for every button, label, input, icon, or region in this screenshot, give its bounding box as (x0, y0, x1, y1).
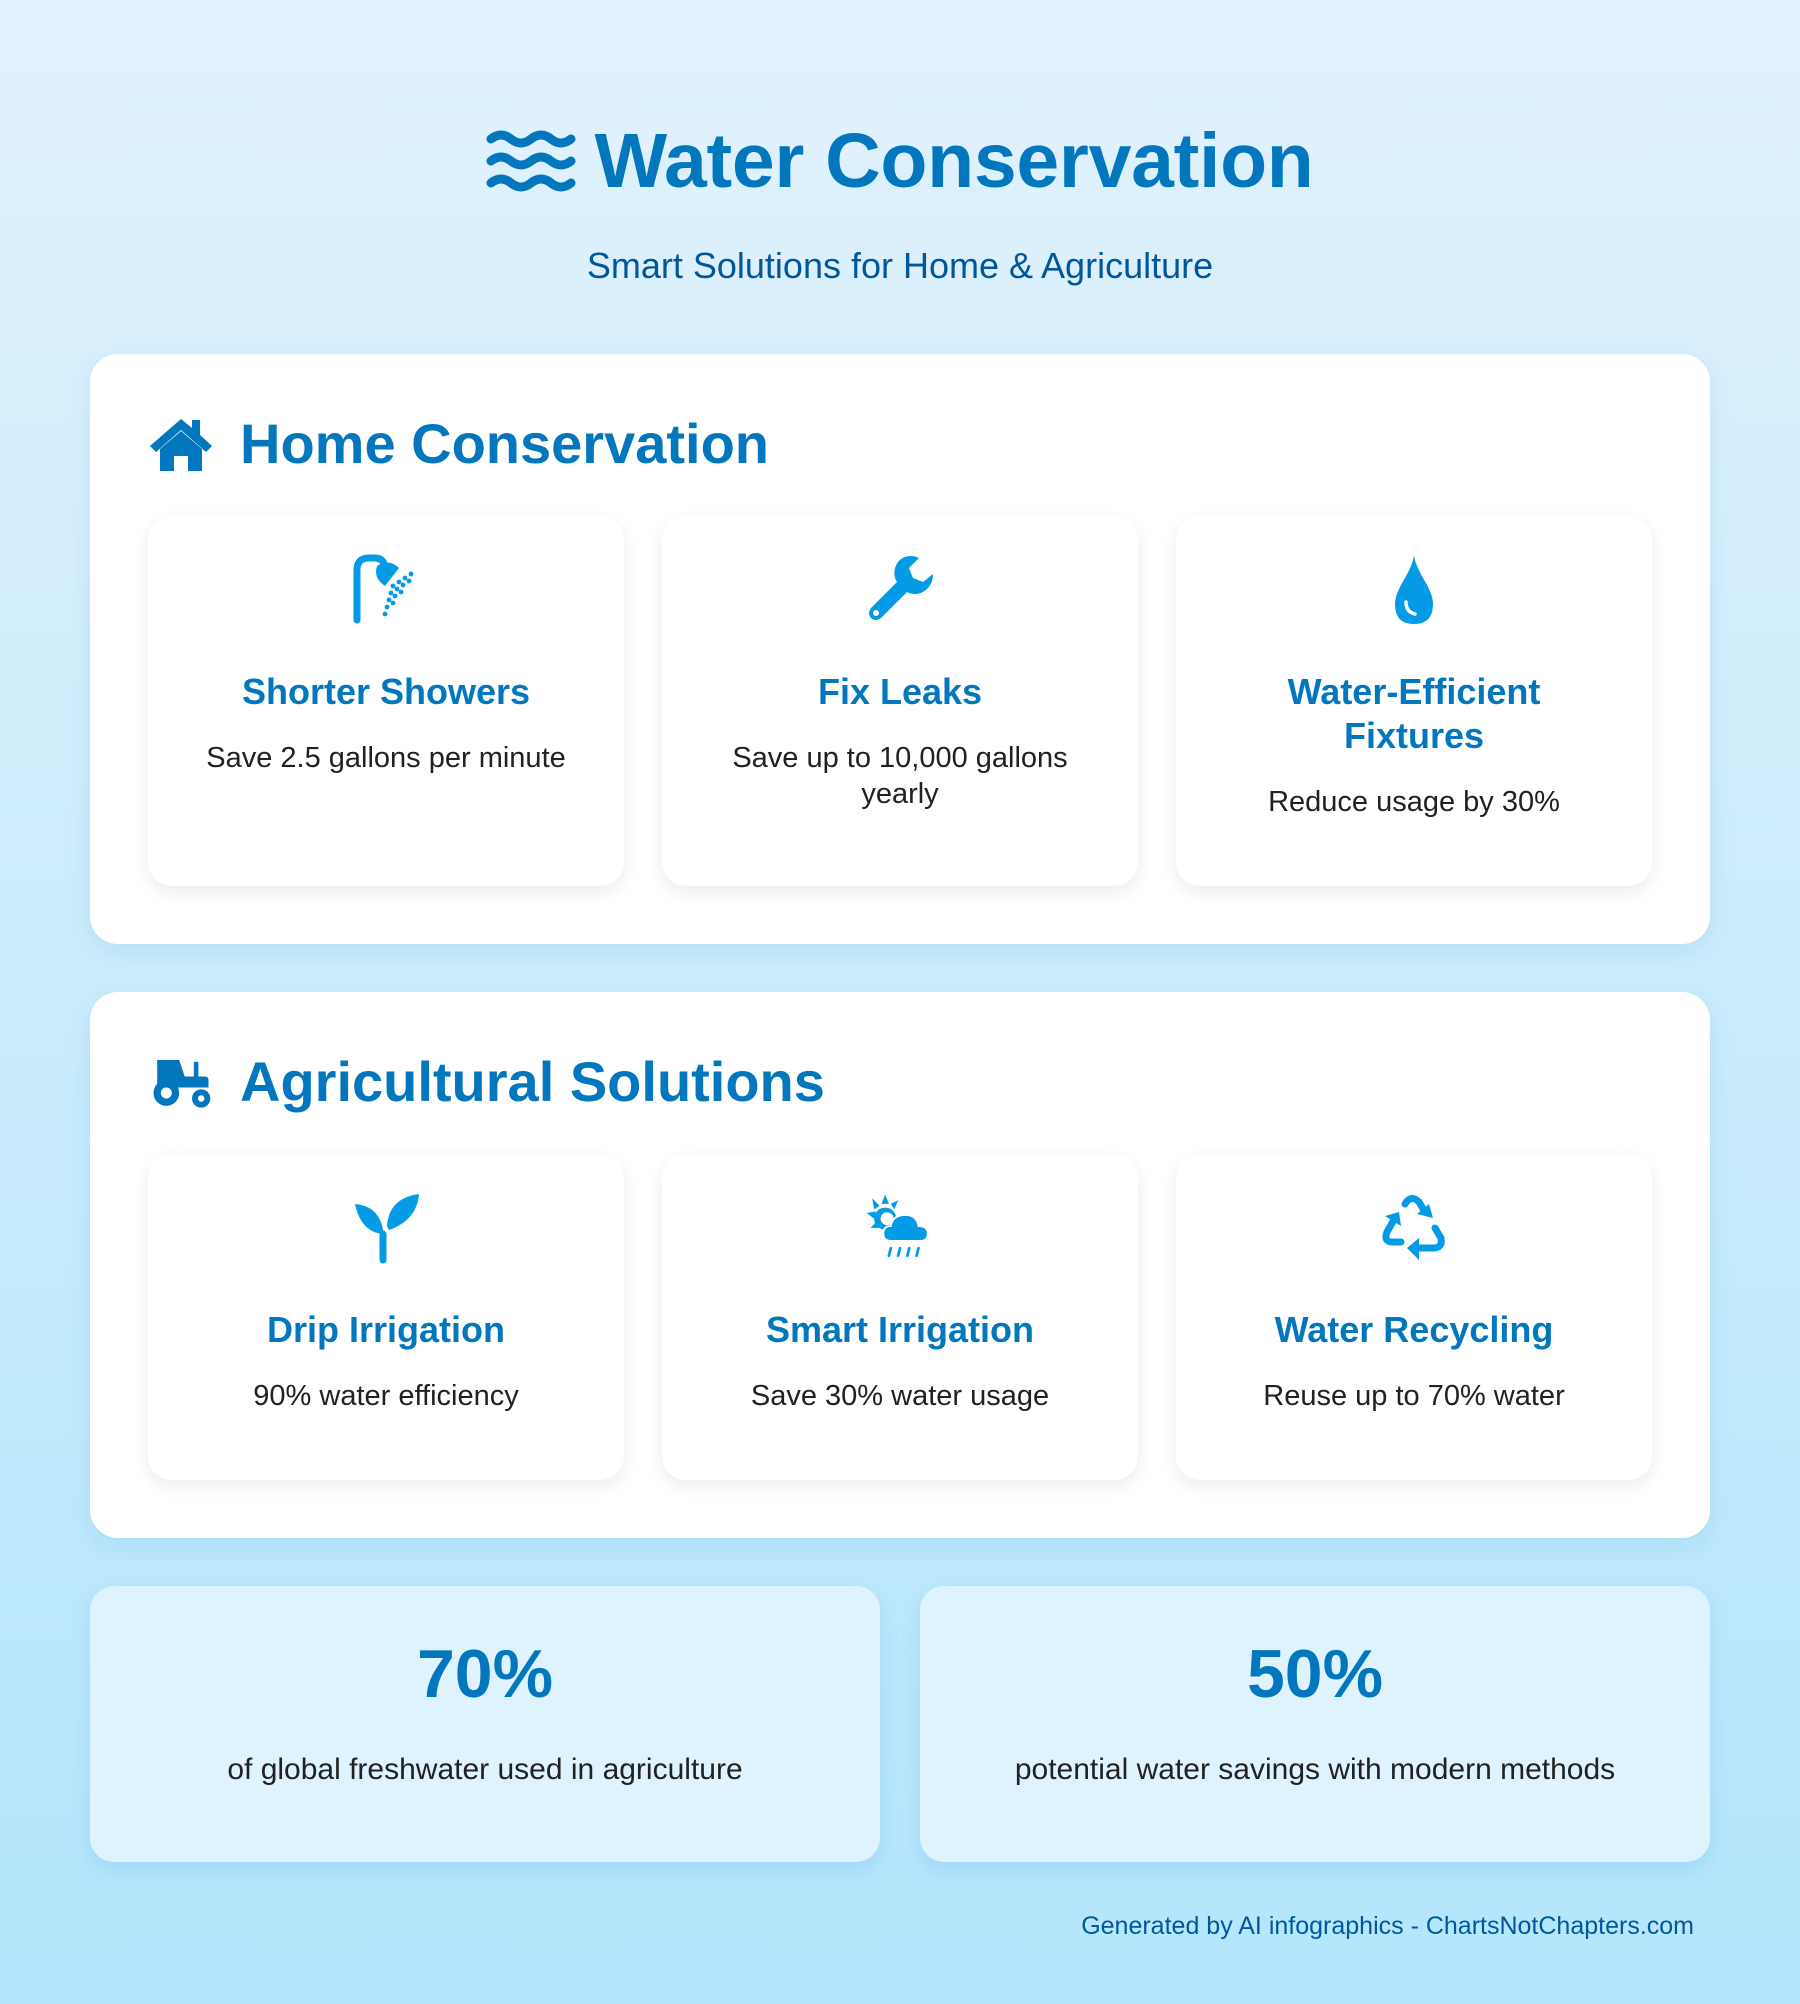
agriculture-cards: Drip Irrigation 90% water efficiency (148, 1154, 1652, 1480)
footer-credit: Generated by AI infographics - ChartsNot… (1081, 1912, 1694, 1940)
section-title: Home Conservation (240, 412, 769, 475)
card-description: 90% water efficiency (253, 1380, 519, 1412)
recycle-icon (1382, 1195, 1445, 1260)
house-icon (150, 419, 212, 471)
card-title: Water Recycling (1274, 1309, 1554, 1350)
home-cards: Shorter Showers Save 2.5 gallons per min… (148, 516, 1652, 886)
section-title: Agricultural Solutions (240, 1050, 825, 1113)
stats-row: 70% of global freshwater used in agricul… (90, 1586, 1710, 1862)
card-description: Reduce usage by 30% (1268, 786, 1560, 818)
card-description: Save 2.5 gallons per minute (206, 742, 566, 774)
card-shorter-showers: Shorter Showers Save 2.5 gallons per min… (148, 516, 624, 886)
shower-icon (353, 554, 414, 624)
card-title: Shorter Showers (241, 671, 531, 712)
section-header: Home Conservation (148, 412, 769, 476)
stat-value: 50% (1246, 1636, 1384, 1712)
card-water-efficient-fixtures: Water-Efficient Fixtures Reduce usage by… (1176, 516, 1652, 886)
card-title: Water-Efficient Fixtures (1287, 671, 1541, 756)
page-subtitle: Smart Solutions for Home & Agriculture (586, 245, 1214, 286)
card-title: Fix Leaks (817, 671, 983, 712)
stat-label: of global freshwater used in agriculture (227, 1753, 743, 1786)
card-description: Save up to 10,000 gallons yearly (732, 742, 1068, 810)
card-drip-irrigation: Drip Irrigation 90% water efficiency (148, 1154, 624, 1480)
section-header: Agricultural Solutions (148, 1050, 825, 1114)
water-drop-icon (1395, 554, 1433, 624)
card-description: Save 30% water usage (750, 1380, 1050, 1412)
card-smart-irrigation: Smart Irrigation Save 30% water usage (662, 1154, 1138, 1480)
stat-label: potential water savings with modern meth… (1014, 1753, 1616, 1786)
card-fix-leaks: Fix Leaks Save up to 10,000 gallons year… (662, 516, 1138, 886)
seedling-icon (355, 1194, 419, 1264)
card-description: Reuse up to 70% water (1263, 1380, 1565, 1412)
stat-value: 70% (416, 1636, 554, 1712)
agricultural-solutions-section: Agricultural Solutions Drip Irrigation 9… (90, 992, 1710, 1538)
card-title: Drip Irrigation (266, 1309, 505, 1350)
card-water-recycling: Water Recycling Reuse up to 70% water (1176, 1154, 1652, 1480)
stat-card-potential-savings: 50% potential water savings with modern … (920, 1586, 1710, 1862)
card-title: Smart Irrigation (765, 1309, 1035, 1350)
page-header: Water Conservation (0, 118, 1800, 204)
tractor-icon (153, 1060, 211, 1108)
page-title: Water Conservation (594, 118, 1314, 204)
sun-cloud-rain-icon (866, 1194, 929, 1258)
stat-card-agriculture-usage: 70% of global freshwater used in agricul… (90, 1586, 880, 1862)
wrench-icon (869, 556, 933, 620)
home-conservation-section: Home Conservation Shorter Showers Save 2… (90, 354, 1710, 944)
water-waves-icon (486, 130, 576, 192)
